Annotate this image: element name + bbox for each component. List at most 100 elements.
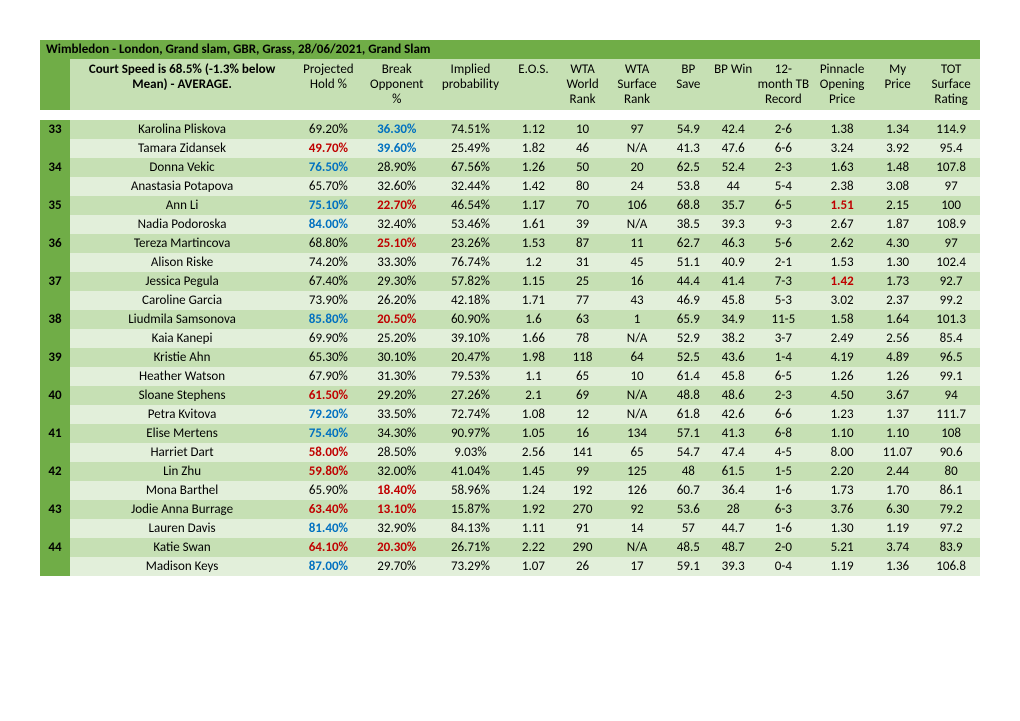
cell-world-rank: 192 — [557, 481, 608, 500]
match-number — [40, 177, 70, 196]
cell-surface-rank: 125 — [608, 462, 666, 481]
cell-implied: 42.18% — [431, 291, 510, 310]
cell-break: 39.60% — [363, 139, 431, 158]
player-name: Karolina Pliskova — [70, 120, 294, 139]
col-tb: 12-month TB Record — [756, 59, 812, 110]
cell-tb-record: 6-5 — [756, 367, 812, 386]
cell-pinnacle-price: 2.49 — [811, 329, 873, 348]
cell-bp-win: 35.7 — [711, 196, 756, 215]
table-row: 34Donna Vekic76.50%28.90%67.56%1.2650206… — [40, 158, 980, 177]
cell-hold: 68.80% — [294, 234, 362, 253]
cell-bp-win: 36.4 — [711, 481, 756, 500]
player-name: Caroline Garcia — [70, 291, 294, 310]
cell-world-rank: 39 — [557, 215, 608, 234]
cell-bp-save: 48 — [666, 462, 711, 481]
cell-break: 28.90% — [363, 158, 431, 177]
cell-bp-save: 60.7 — [666, 481, 711, 500]
cell-implied: 60.90% — [431, 310, 510, 329]
col-pop: Pinnacle Opening Price — [811, 59, 873, 110]
cell-bp-win: 52.4 — [711, 158, 756, 177]
cell-hold: 69.20% — [294, 120, 362, 139]
table-row: 39Kristie Ahn65.30%30.10%20.47%1.9811864… — [40, 348, 980, 367]
cell-pinnacle-price: 5.21 — [811, 538, 873, 557]
cell-implied: 58.96% — [431, 481, 510, 500]
cell-surface-rank: 64 — [608, 348, 666, 367]
cell-world-rank: 25 — [557, 272, 608, 291]
header-blank — [40, 59, 70, 110]
cell-bp-save: 61.4 — [666, 367, 711, 386]
cell-pinnacle-price: 4.19 — [811, 348, 873, 367]
table-row: 44Katie Swan64.10%20.30%26.71%2.22290N/A… — [40, 538, 980, 557]
cell-surface-rank: 106 — [608, 196, 666, 215]
cell-eos: 2.56 — [510, 443, 557, 462]
match-number: 39 — [40, 348, 70, 367]
match-number — [40, 481, 70, 500]
cell-bp-win: 38.2 — [711, 329, 756, 348]
cell-break: 25.20% — [363, 329, 431, 348]
cell-bp-save: 52.9 — [666, 329, 711, 348]
cell-tot-rating: 102.4 — [922, 253, 980, 272]
cell-break: 25.10% — [363, 234, 431, 253]
cell-my-price: 3.67 — [873, 386, 922, 405]
player-name: Lin Zhu — [70, 462, 294, 481]
cell-bp-save: 61.8 — [666, 405, 711, 424]
cell-my-price: 4.30 — [873, 234, 922, 253]
cell-pinnacle-price: 1.42 — [811, 272, 873, 291]
cell-implied: 27.26% — [431, 386, 510, 405]
cell-tot-rating: 95.4 — [922, 139, 980, 158]
player-name: Alison Riske — [70, 253, 294, 272]
match-number: 35 — [40, 196, 70, 215]
cell-break: 30.10% — [363, 348, 431, 367]
table-row: 37Jessica Pegula67.40%29.30%57.82%1.1525… — [40, 272, 980, 291]
cell-implied: 25.49% — [431, 139, 510, 158]
cell-bp-save: 38.5 — [666, 215, 711, 234]
cell-eos: 1.26 — [510, 158, 557, 177]
cell-bp-win: 47.6 — [711, 139, 756, 158]
table-row: Tamara Zidansek49.70%39.60%25.49%1.8246N… — [40, 139, 980, 158]
cell-hold: 74.20% — [294, 253, 362, 272]
cell-break: 36.30% — [363, 120, 431, 139]
cell-bp-save: 62.7 — [666, 234, 711, 253]
cell-eos: 1.15 — [510, 272, 557, 291]
cell-implied: 72.74% — [431, 405, 510, 424]
player-name: Nadia Podoroska — [70, 215, 294, 234]
cell-break: 32.40% — [363, 215, 431, 234]
cell-eos: 1.66 — [510, 329, 557, 348]
cell-tot-rating: 83.9 — [922, 538, 980, 557]
cell-tb-record: 5-3 — [756, 291, 812, 310]
cell-surface-rank: 20 — [608, 158, 666, 177]
cell-world-rank: 270 — [557, 500, 608, 519]
cell-hold: 59.80% — [294, 462, 362, 481]
cell-world-rank: 77 — [557, 291, 608, 310]
cell-eos: 1.45 — [510, 462, 557, 481]
player-name: Katie Swan — [70, 538, 294, 557]
cell-tb-record: 5-4 — [756, 177, 812, 196]
cell-tb-record: 5-6 — [756, 234, 812, 253]
cell-hold: 65.30% — [294, 348, 362, 367]
match-number: 42 — [40, 462, 70, 481]
cell-hold: 67.40% — [294, 272, 362, 291]
cell-tb-record: 0-4 — [756, 557, 812, 576]
cell-tb-record: 2-1 — [756, 253, 812, 272]
cell-my-price: 4.89 — [873, 348, 922, 367]
cell-world-rank: 12 — [557, 405, 608, 424]
match-number — [40, 519, 70, 538]
match-number — [40, 405, 70, 424]
cell-tb-record: 1-6 — [756, 519, 812, 538]
cell-hold: 65.70% — [294, 177, 362, 196]
cell-eos: 1.11 — [510, 519, 557, 538]
cell-world-rank: 69 — [557, 386, 608, 405]
cell-hold: 76.50% — [294, 158, 362, 177]
player-name: Ann Li — [70, 196, 294, 215]
cell-break: 22.70% — [363, 196, 431, 215]
cell-world-rank: 290 — [557, 538, 608, 557]
match-number — [40, 291, 70, 310]
cell-bp-save: 57.1 — [666, 424, 711, 443]
table-row: 38Liudmila Samsonova85.80%20.50%60.90%1.… — [40, 310, 980, 329]
cell-world-rank: 70 — [557, 196, 608, 215]
cell-tb-record: 2-6 — [756, 120, 812, 139]
cell-break: 18.40% — [363, 481, 431, 500]
cell-tot-rating: 100 — [922, 196, 980, 215]
cell-bp-win: 45.8 — [711, 291, 756, 310]
cell-bp-save: 48.8 — [666, 386, 711, 405]
